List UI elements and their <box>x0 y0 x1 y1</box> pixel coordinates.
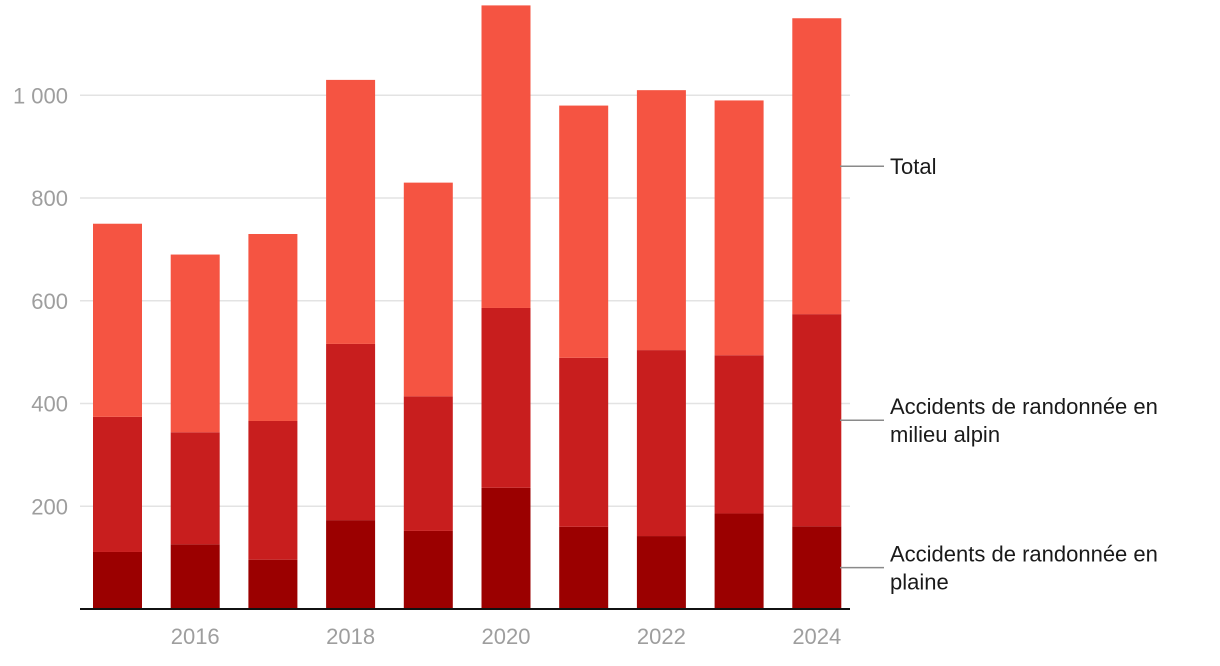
bar-segment-total <box>248 233 298 421</box>
bar-segment-total <box>481 5 531 308</box>
bar-segment-total <box>559 105 609 358</box>
bar-segment-alpin <box>714 355 764 514</box>
bar-segment-plaine <box>326 520 376 609</box>
y-tick-label: 800 <box>31 186 68 211</box>
bar-segment-total <box>792 18 842 315</box>
bar-segment-plaine <box>636 536 686 609</box>
x-axis-tick-labels: 2016 2018 2020 2022 2024 <box>171 624 842 649</box>
legend-total-label: Total <box>890 154 936 179</box>
bar-segment-total <box>170 254 220 433</box>
bar-segment-total <box>714 100 764 356</box>
bar-segment-total <box>403 182 453 397</box>
bar-segment-total <box>636 90 686 351</box>
y-tick-label: 1 000 <box>13 83 68 108</box>
legend-plaine-label: Accidents de randonnée en plaine <box>890 542 1158 595</box>
x-tick-label: 2020 <box>482 624 531 649</box>
bar-segment-alpin <box>93 416 142 552</box>
bar-segment-plaine <box>170 544 220 609</box>
bar-segment-plaine <box>559 526 609 609</box>
legend-alpin-label: Accidents de randonnée en milieu alpin <box>890 394 1158 447</box>
legend: Total Accidents de randonnée en milieu alp… <box>840 154 1158 595</box>
bar-segment-total <box>326 79 376 344</box>
bar-segment-plaine <box>403 530 453 609</box>
y-tick-label: 600 <box>31 289 68 314</box>
bars <box>93 5 842 609</box>
y-tick-label: 400 <box>31 392 68 417</box>
bar-segment-plaine <box>481 487 531 609</box>
x-tick-label: 2022 <box>637 624 686 649</box>
bar-segment-alpin <box>326 343 376 521</box>
bar-segment-plaine <box>93 551 142 609</box>
bar-segment-total <box>93 223 142 417</box>
bar-segment-plaine <box>248 559 298 609</box>
bar-segment-alpin <box>481 307 531 488</box>
bar-segment-plaine <box>714 513 764 609</box>
bar-segment-alpin <box>248 420 298 560</box>
bar-segment-alpin <box>636 350 686 537</box>
y-axis-tick-labels: 200 400 600 800 1 000 <box>13 83 68 519</box>
bar-segment-alpin <box>559 357 609 527</box>
x-tick-label: 2018 <box>326 624 375 649</box>
y-tick-label: 200 <box>31 494 68 519</box>
bar-segment-plaine <box>792 526 842 609</box>
bar-segment-alpin <box>792 314 842 527</box>
bar-segment-alpin <box>403 396 453 531</box>
bar-segment-alpin <box>170 432 220 545</box>
x-tick-label: 2016 <box>171 624 220 649</box>
x-tick-label: 2024 <box>792 624 841 649</box>
